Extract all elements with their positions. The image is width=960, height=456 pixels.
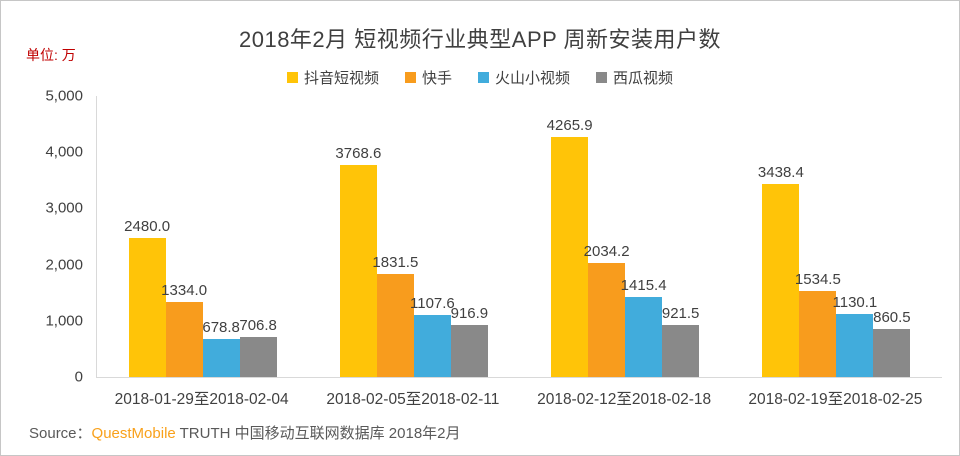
source-line: Source：QuestMobile TRUTH 中国移动互联网数据库 2018… — [29, 422, 461, 443]
bar-value-label: 678.8 — [202, 318, 240, 336]
bar-抖音短视频: 2480.0 — [124, 218, 170, 377]
bar-value-label: 2480.0 — [124, 217, 171, 235]
bar-西瓜视频: 916.9 — [451, 305, 488, 377]
bar-value-label: 1130.1 — [832, 293, 878, 311]
bar-西瓜视频: 706.8 — [239, 317, 277, 377]
bar-value-label: 916.9 — [450, 305, 489, 323]
bar-value-label: 2034.2 — [583, 242, 630, 260]
legend-swatch-icon — [596, 72, 608, 83]
y-tick-label: 5,000 — [45, 87, 83, 105]
legend-item: 快手 — [404, 67, 452, 88]
bar-快手: 1831.5 — [372, 254, 418, 377]
bar-快手: 1534.5 — [795, 271, 841, 377]
legend: 抖音短视频 快手 火山小视频 西瓜视频 — [1, 67, 959, 88]
bar-value-label: 1534.5 — [794, 270, 841, 288]
x-axis-label: 2018-01-29至2018-02-04 — [114, 391, 289, 408]
chart-title: 2018年2月 短视频行业典型APP 周新安装用户数 — [238, 27, 722, 52]
legend-swatch-icon — [478, 72, 489, 83]
source-brand: QuestMobile — [91, 425, 176, 442]
legend-label: 火山小视频 — [495, 70, 571, 87]
bar-value-label: 3768.6 — [335, 145, 382, 163]
y-tick-label: 2,000 — [45, 256, 83, 274]
y-tick-label: 0 — [74, 368, 83, 386]
bar-value-label: 1831.5 — [372, 254, 419, 272]
legend-swatch-icon — [404, 72, 416, 83]
bar-火山小视频: 1107.6 — [410, 295, 455, 377]
legend-item: 抖音短视频 — [286, 67, 379, 88]
plot-groups: 2480.0 1334.0 678.8 706.8 3768.6 1831.5 1107.6… — [97, 96, 942, 377]
legend-label: 西瓜视频 — [613, 70, 674, 87]
x-axis-label: 2018-02-19至2018-02-25 — [748, 391, 923, 408]
x-axis-label: 2018-02-05至2018-02-11 — [326, 391, 500, 408]
bar-value-label: 860.5 — [873, 308, 911, 326]
bar-value-label: 921.5 — [661, 305, 700, 323]
bar-group: 3768.6 1831.5 1107.6 916.9 — [308, 96, 519, 377]
y-tick-label: 3,000 — [45, 199, 83, 217]
source-rest: TRUTH 中国移动互联网数据库 2018年2月 — [175, 425, 461, 442]
bar-value-label: 1415.4 — [620, 277, 667, 295]
bar-抖音短视频: 3438.4 — [758, 164, 804, 377]
legend-item: 火山小视频 — [478, 67, 570, 88]
legend-label: 抖音短视频 — [303, 70, 379, 87]
bar-group: 2480.0 1334.0 678.8 706.8 — [97, 96, 308, 377]
bar-快手: 2034.2 — [584, 243, 630, 377]
y-tick-label: 1,000 — [45, 312, 83, 330]
bar-西瓜视频: 860.5 — [873, 309, 911, 377]
unit-label: 单位: 万 — [26, 47, 76, 63]
bar-快手: 1334.0 — [161, 282, 207, 377]
bar-抖音短视频: 4265.9 — [547, 117, 593, 377]
bar-value-label: 1334.0 — [161, 282, 208, 300]
source-prefix: Source： — [29, 425, 92, 442]
bar-抖音短视频: 3768.6 — [335, 145, 381, 377]
y-tick-label: 4,000 — [45, 143, 83, 161]
bar-火山小视频: 1130.1 — [832, 294, 877, 377]
legend-item: 西瓜视频 — [596, 67, 673, 88]
bar-group: 3438.4 1534.5 1130.1 860.5 — [731, 96, 942, 377]
plot-area: 0 1,000 2,000 3,000 4,000 5,000 2480.0 1334.0 6… — [45, 88, 942, 386]
bar-group: 4265.9 2034.2 1415.4 921.5 — [520, 96, 731, 377]
bar-value-label: 3438.4 — [757, 163, 804, 181]
bar-value-label: 1107.6 — [409, 294, 455, 312]
legend-swatch-icon — [286, 72, 298, 83]
x-axis: 2018-01-29至2018-02-04 2018-02-05至2018-02-… — [96, 387, 941, 409]
legend-label: 快手 — [421, 70, 452, 87]
x-axis-label: 2018-02-12至2018-02-18 — [537, 391, 712, 408]
bar-value-label: 706.8 — [239, 317, 277, 335]
bar-火山小视频: 1415.4 — [621, 277, 667, 377]
bar-西瓜视频: 921.5 — [662, 305, 699, 377]
bar-火山小视频: 678.8 — [202, 319, 240, 377]
bar-value-label: 4265.9 — [546, 117, 593, 135]
